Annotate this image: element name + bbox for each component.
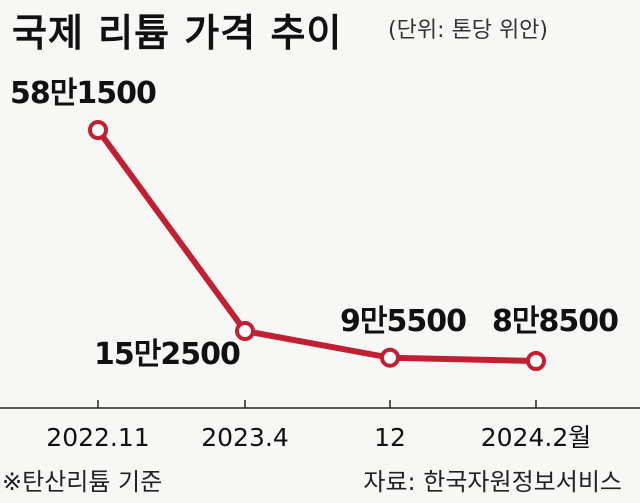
x-tick-label-3: 2024.2월 [481,423,591,452]
x-tick-label-2: 12 [374,423,406,452]
x-tick-label-0: 2022.11 [46,423,149,452]
footnote: ※탄산리튬 기준 [2,468,163,496]
data-label-3: 8만8500 [492,304,618,339]
source-credit: 자료: 한국자원정보서비스 [363,468,622,496]
data-point-2 [380,347,400,368]
data-point-3 [526,351,546,371]
data-point-1 [235,321,255,342]
data-labels: 58만1500 15만2500 9만5500 8만8500 [10,76,619,372]
data-label-0: 58만1500 [10,76,156,111]
series-line [95,128,537,364]
chart-title: 국제 리튬 가격 추이 [12,11,343,55]
data-label-1: 15만2500 [94,337,240,372]
unit-label: (단위: 톤당 위안) [388,18,549,43]
x-axis-ticks [97,400,537,408]
data-points [88,120,546,371]
x-tick-labels: 2022.11 2023.4 12 2024.2월 [46,423,591,452]
data-label-2: 9만5500 [340,304,466,339]
x-tick-label-1: 2023.4 [201,423,288,452]
data-point-0 [88,120,108,140]
